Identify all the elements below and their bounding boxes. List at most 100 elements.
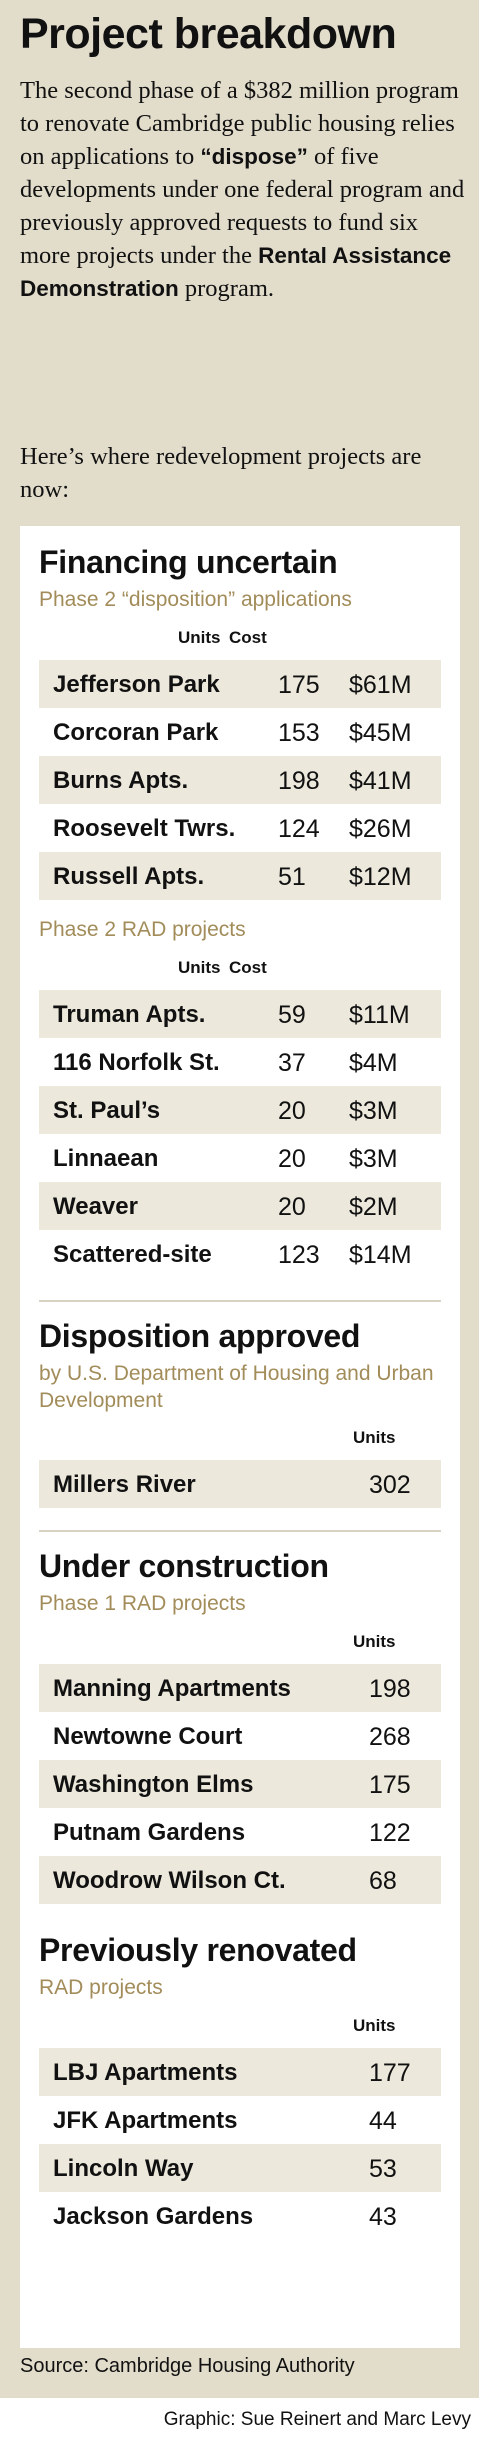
project-units: 177 [369,2059,411,2087]
project-units: 122 [369,1819,411,1847]
intro-part-2: of five developments under one federal p… [20,143,465,269]
project-name: Weaver [53,1193,138,1220]
table-row: Roosevelt Twrs. 124 $26M [39,804,441,852]
project-units: 43 [369,2203,397,2231]
table-row: St. Paul’s 20 $3M [39,1086,441,1134]
rad-cost-header: Cost [229,958,267,977]
project-cost: $2M [349,1193,398,1221]
approved-units-header: Units [353,1428,396,1447]
intro-part-1: The second phase of a $382 million progr… [20,77,459,170]
rad-units-header: Units [178,958,221,977]
project-cost: $14M [349,1241,412,1269]
source-note: Source: Cambridge Housing Authority [20,2355,355,2377]
table-row: Scattered-site 123 $14M [39,1230,441,1278]
project-units: 124 [278,815,320,843]
project-name: Millers River [53,1471,196,1498]
project-units: 44 [369,2107,397,2135]
project-units: 198 [278,767,320,795]
project-name: Scattered-site [53,1241,212,1268]
project-units: 37 [278,1049,306,1077]
project-name: Corcoran Park [53,719,219,746]
table-row: Putnam Gardens 122 [39,1808,441,1856]
table-row: Woodrow Wilson Ct. 68 [39,1856,441,1904]
section-divider [39,1530,441,1532]
table-row: Corcoran Park 153 $45M [39,708,441,756]
project-cost: $26M [349,815,412,843]
disposition-cost-header: Cost [229,628,267,647]
project-name: Russell Apts. [53,863,205,890]
renovated-title: Previously renovated [39,1932,357,1968]
project-cost: $61M [349,671,412,699]
intro-emphasis-rad: Rental Assistance Demonstration [20,243,452,301]
table-row: Russell Apts. 51 $12M [39,852,441,900]
project-units: 51 [278,863,306,891]
project-cost: $41M [349,767,412,795]
renovated-subtitle: RAD projects [39,1976,163,1999]
table-row: Jefferson Park 175 $61M [39,660,441,708]
project-cost: $11M [349,1001,410,1029]
project-cost: $45M [349,719,412,747]
section-divider [39,1300,441,1302]
project-name: Jackson Gardens [53,2203,254,2230]
graphic-credit: Graphic: Sue Reinert and Marc Levy [163,2409,471,2430]
projects-card: Financing uncertain Phase 2 “disposition… [20,526,460,2348]
project-name: Jefferson Park [53,671,220,698]
project-units: 59 [278,1001,306,1029]
renovated-units-header: Units [353,2016,396,2035]
table-row: Truman Apts. 59 $11M [39,990,441,1038]
construction-units-header: Units [353,1632,396,1651]
financing-title: Financing uncertain [39,544,338,580]
approved-subtitle: by U.S. Department of Housing and Urban … [39,1362,434,1412]
project-name: LBJ Apartments [53,2059,238,2086]
table-row: Jackson Gardens 43 [39,2192,441,2240]
project-name: Manning Apartments [53,1675,291,1702]
project-name: Washington Elms [53,1771,254,1798]
rad-phase2-subtitle: Phase 2 RAD projects [39,918,246,941]
approved-title: Disposition approved [39,1318,361,1354]
project-name: 116 Norfolk St. [53,1049,220,1076]
intro-emphasis-dispose: “dispose” [200,144,308,169]
disposition-subtitle: Phase 2 “disposition” applications [39,588,352,611]
project-cost: $3M [349,1097,398,1125]
project-name: St. Paul’s [53,1097,161,1124]
project-units: 123 [278,1241,320,1269]
project-units: 175 [278,671,320,699]
table-row: JFK Apartments 44 [39,2096,441,2144]
project-name: Lincoln Way [53,2155,194,2182]
project-cost: $12M [349,863,412,891]
project-units: 20 [278,1193,306,1221]
project-units: 175 [369,1771,411,1799]
project-units: 302 [369,1471,411,1499]
page-title: Project breakdown [20,10,397,58]
project-name: Newtowne Court [53,1723,243,1750]
table-row: 116 Norfolk St. 37 $4M [39,1038,441,1086]
table-row: Weaver 20 $2M [39,1182,441,1230]
project-units: 68 [369,1867,397,1895]
project-units: 268 [369,1723,411,1751]
project-name: Roosevelt Twrs. [53,815,236,842]
project-name: Putnam Gardens [53,1819,246,1846]
intro-part-3: program. [178,275,275,302]
table-row: Millers River 302 [39,1460,441,1508]
project-name: Burns Apts. [53,767,189,794]
table-row: Linnaean 20 $3M [39,1134,441,1182]
project-units: 20 [278,1097,306,1125]
project-name: Linnaean [53,1145,159,1172]
project-units: 153 [278,719,320,747]
table-row: Washington Elms 175 [39,1760,441,1808]
construction-subtitle: Phase 1 RAD projects [39,1592,246,1615]
project-cost: $3M [349,1145,398,1173]
table-row: Newtowne Court 268 [39,1712,441,1760]
intro-text: The second phase of a $382 million progr… [20,74,470,305]
construction-title: Under construction [39,1548,329,1584]
project-cost: $4M [349,1049,398,1077]
table-row: Manning Apartments 198 [39,1664,441,1712]
project-units: 53 [369,2155,397,2183]
project-name: Truman Apts. [53,1001,206,1028]
project-units: 198 [369,1675,411,1703]
project-name: Woodrow Wilson Ct. [53,1867,286,1894]
disposition-units-header: Units [178,628,221,647]
table-row: LBJ Apartments 177 [39,2048,441,2096]
table-row: Lincoln Way 53 [39,2144,441,2192]
